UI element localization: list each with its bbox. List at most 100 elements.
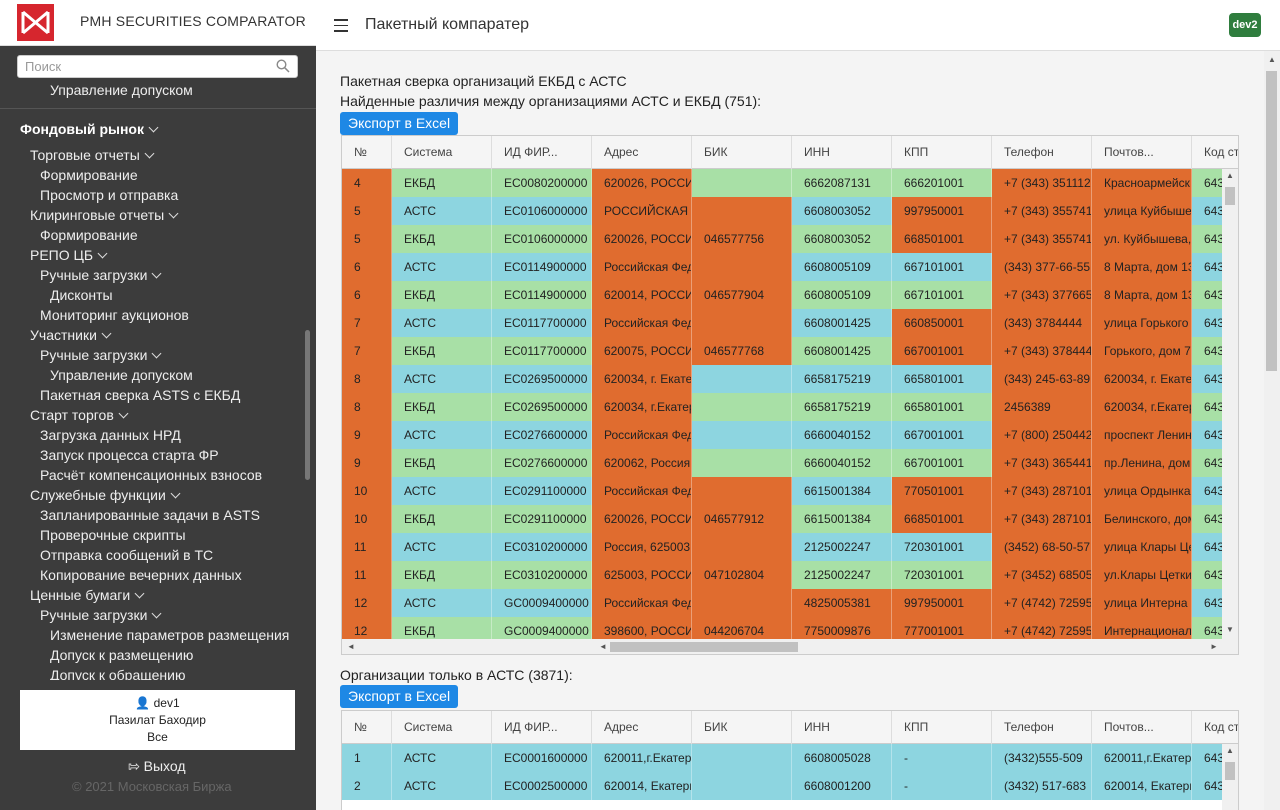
sidebar-item[interactable]: Ценные бумаги (30, 587, 145, 603)
scroll-up-icon[interactable]: ▲ (1226, 746, 1234, 755)
search-input[interactable] (18, 56, 268, 77)
col-address-header[interactable]: Адрес (592, 136, 692, 169)
col-postal-header[interactable]: Почтов... (1092, 711, 1192, 744)
col-bik-header[interactable]: БИК (692, 711, 792, 744)
col-firm-id-header[interactable]: ИД ФИР... (492, 136, 592, 169)
main-scrollbar[interactable]: ▲ (1264, 51, 1280, 810)
sidebar-item[interactable]: Копирование вечерних данных (40, 567, 242, 583)
table-row[interactable]: 12 ЕКБД GC0009400000 398600, РОССИ 044206704… (342, 617, 1238, 639)
sidebar-item[interactable]: Ручные загрузки (40, 267, 162, 283)
sidebar-item-label: Расчёт компенсационных взносов (40, 467, 263, 483)
moex-logo-icon[interactable] (17, 4, 54, 41)
table-row[interactable]: 12 АСТС GC0009400000 Российская Фед 48250053… (342, 589, 1238, 617)
sidebar-item[interactable]: Проверочные скрипты (40, 527, 186, 543)
menu-toggle-icon[interactable] (334, 19, 348, 36)
table-row[interactable]: 6 ЕКБД EC0114900000 620014, РОССИ 046577904 6… (342, 281, 1238, 309)
table-cell: 667101001 (892, 281, 992, 309)
table-row[interactable]: 2 АСТС EC0002500000 620014, Екатери 66080012… (342, 772, 1238, 800)
table-row[interactable]: 9 ЕКБД EC0276600000 620062, Россия, 66600401… (342, 449, 1238, 477)
sidebar-item[interactable]: Участники (30, 327, 112, 343)
sidebar-item[interactable]: Просмотр и отправка (40, 187, 178, 203)
table-row[interactable]: 9 АСТС EC0276600000 Российская Фед 666004015… (342, 421, 1238, 449)
table-row[interactable]: 11 АСТС EC0310200000 Россия, 625003, 2125002… (342, 533, 1238, 561)
table-row[interactable]: 5 АСТС EC0106000000 РОССИЙСКАЯ Ф 6608003052 9… (342, 197, 1238, 225)
sidebar-item[interactable]: Управление допуском (50, 367, 193, 383)
asts-table-vscroll[interactable]: ▲ (1222, 744, 1238, 810)
table-cell: 11 (342, 561, 392, 589)
col-phone-header[interactable]: Телефон (992, 136, 1092, 169)
scroll-up-icon[interactable]: ▲ (1268, 55, 1276, 64)
col-system-header[interactable]: Система (392, 136, 492, 169)
scroll-up-icon[interactable]: ▲ (1226, 171, 1234, 180)
table-row[interactable]: 10 ЕКБД EC0291100000 620026, РОССИ 046577912… (342, 505, 1238, 533)
table-cell: 8 Марта, дом 13 (1092, 281, 1192, 309)
table-row[interactable]: 7 ЕКБД EC0117700000 620075, РОССИ 046577768 6… (342, 337, 1238, 365)
col-address-header[interactable]: Адрес (592, 711, 692, 744)
table-row[interactable]: 6 АСТС EC0114900000 Российская Фед 660800510… (342, 253, 1238, 281)
table-cell: АСТС (392, 421, 492, 449)
sidebar-item[interactable]: Старт торгов (30, 407, 129, 423)
col-inn-header[interactable]: ИНН (792, 711, 892, 744)
table-cell: Российская Фед (592, 253, 692, 281)
sidebar-item[interactable]: Запланированные задачи в ASTS (40, 507, 260, 523)
col-bik-header[interactable]: БИК (692, 136, 792, 169)
sidebar-item[interactable]: Мониторинг аукционов (40, 307, 189, 323)
sidebar-item[interactable]: Ручные загрузки (40, 607, 162, 623)
sidebar-item[interactable]: Пакетная сверка ASTS с ЕКБД (40, 387, 240, 403)
table-row[interactable]: 8 АСТС EC0269500000 620034, г. Екатер 665817… (342, 365, 1238, 393)
logout-button[interactable]: ⇰ Выход (128, 758, 186, 775)
table-cell: 7750009876 (792, 617, 892, 639)
col-firm-id-header[interactable]: ИД ФИР... (492, 711, 592, 744)
diff-table-vscroll[interactable]: ▲ ▼ (1222, 169, 1238, 639)
table-row[interactable]: 8 ЕКБД EC0269500000 620034, г.Екатер 6658175… (342, 393, 1238, 421)
table-row[interactable]: 5 ЕКБД EC0106000000 620026, РОССИ 046577756 6… (342, 225, 1238, 253)
sidebar-item[interactable]: Допуск к размещению (50, 647, 193, 663)
sidebar-item[interactable]: Допуск к обращению (50, 667, 185, 680)
scroll-down-icon[interactable]: ▼ (1226, 625, 1234, 634)
col-postal-header[interactable]: Почтов... (1092, 136, 1192, 169)
scroll-right-icon[interactable]: ► (1210, 642, 1218, 651)
sidebar-item[interactable]: Отправка сообщений в ТС (40, 547, 213, 563)
table-cell: 620011,г.Екатер (592, 744, 692, 772)
sidebar-scrollbar[interactable] (305, 330, 310, 480)
table-cell: +7 (800) 250442 (992, 421, 1092, 449)
sidebar-item[interactable]: Изменение параметров размещения (50, 627, 289, 643)
col-phone-header[interactable]: Телефон (992, 711, 1092, 744)
col-system-header[interactable]: Система (392, 711, 492, 744)
table-cell: 720301001 (892, 561, 992, 589)
export-diff-button[interactable]: Экспорт в Excel (340, 112, 459, 135)
diff-table-hscroll[interactable]: ◄ ◄ ► (342, 639, 1238, 654)
scroll-left-icon[interactable]: ◄ (599, 642, 607, 651)
table-row[interactable]: 11 ЕКБД EC0310200000 625003, РОССИ 047102804… (342, 561, 1238, 589)
col-kpp-header[interactable]: КПП (892, 711, 992, 744)
export-asts-button[interactable]: Экспорт в Excel (340, 685, 459, 708)
sidebar-item[interactable]: Расчёт компенсационных взносов (40, 467, 262, 483)
col-inn-header[interactable]: ИНН (792, 136, 892, 169)
col-num-header[interactable]: № (342, 136, 392, 169)
search-icon[interactable] (276, 59, 290, 76)
sidebar-item[interactable]: Фондовый рынок (20, 121, 159, 137)
col-country-code-header[interactable]: Код ст (1192, 136, 1238, 169)
table-row[interactable]: 1 АСТС EC0001600000 620011,г.Екатер 66080050… (342, 744, 1238, 772)
sidebar-item[interactable]: Загрузка данных НРД (40, 427, 181, 443)
col-num-header[interactable]: № (342, 711, 392, 744)
sidebar-item[interactable]: Клиринговые отчеты (30, 207, 179, 223)
table-row[interactable]: 10 АСТС EC0291100000 Российская Фед 66150013… (342, 477, 1238, 505)
sidebar-item[interactable]: РЕПО ЦБ (30, 247, 108, 263)
sidebar-item[interactable]: Дисконты (50, 287, 113, 303)
sidebar-item[interactable]: Управление допуском (50, 82, 193, 98)
sidebar-item[interactable]: Ручные загрузки (40, 347, 162, 363)
table-cell: 668501001 (892, 225, 992, 253)
table-row[interactable]: 7 АСТС EC0117700000 Российская Фед 660800142… (342, 309, 1238, 337)
sidebar-item[interactable]: Служебные функции (30, 487, 181, 503)
table-cell: ЕКБД (392, 281, 492, 309)
sidebar-item[interactable]: Торговые отчеты (30, 147, 155, 163)
sidebar-item[interactable]: Запуск процесса старта ФР (40, 447, 219, 463)
sidebar-item[interactable]: Формирование (40, 167, 138, 183)
chevron-down-icon (134, 588, 145, 599)
scroll-left-icon[interactable]: ◄ (347, 642, 355, 651)
col-country-code-header[interactable]: Код ст (1192, 711, 1238, 744)
sidebar-item[interactable]: Формирование (40, 227, 138, 243)
col-kpp-header[interactable]: КПП (892, 136, 992, 169)
